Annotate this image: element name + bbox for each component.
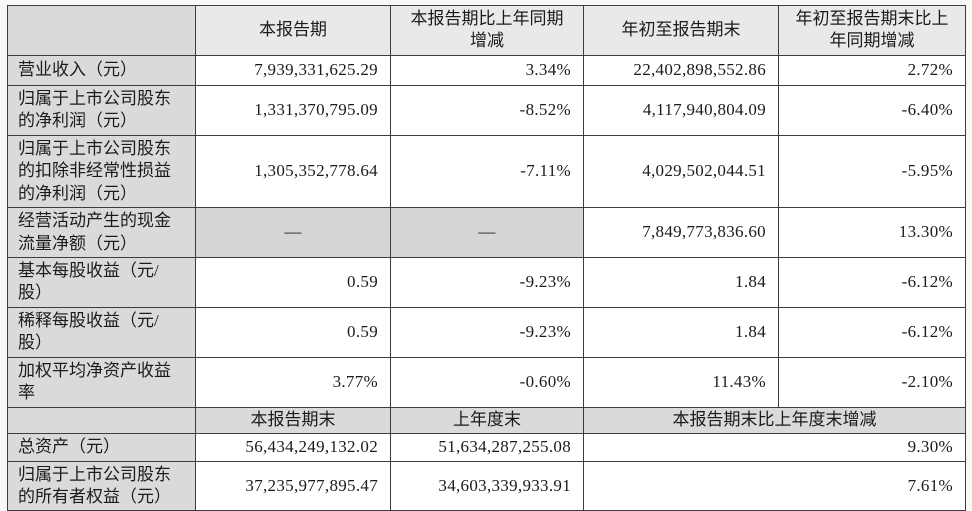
financial-summary-section: 本报告期 本报告期比上年同期增减 年初至报告期末 年初至报告期末比上年同期增减 … <box>7 5 966 511</box>
value-cell: 3.77% <box>195 356 391 408</box>
value-cell: 4,117,940,804.09 <box>583 84 779 136</box>
row-label: 经营活动产生的现金流量净额（元） <box>7 207 196 258</box>
na-dash-cell: — <box>390 207 584 258</box>
corner-blank-cell <box>7 406 196 434</box>
value-cell: -8.52% <box>390 84 584 136</box>
table-row-owners-equity: 归属于上市公司股东的所有者权益（元） 37,235,977,895.47 34,… <box>7 460 966 511</box>
value-cell: 22,402,898,552.86 <box>583 54 779 86</box>
value-cell: 3.34% <box>390 54 584 86</box>
corner-blank-cell <box>7 5 196 56</box>
value-cell: -6.40% <box>778 84 966 136</box>
value-cell: 1.84 <box>583 306 779 358</box>
row-label: 稀释每股收益（元/股） <box>7 306 196 358</box>
col-header-ytd: 年初至报告期末 <box>583 5 779 56</box>
table-row-operating-cash-flow: 经营活动产生的现金流量净额（元） — — 7,849,773,836.60 13… <box>7 207 966 258</box>
table-row-weighted-roe: 加权平均净资产收益率 3.77% -0.60% 11.43% -2.10% <box>7 356 966 408</box>
value-cell: 9.30% <box>583 432 966 462</box>
value-cell: 4,029,502,044.51 <box>583 134 779 209</box>
header-row-period-end: 本报告期末 上年度末 本报告期末比上年度末增减 <box>7 406 966 434</box>
col-header-current-period: 本报告期 <box>195 5 391 56</box>
table-row-total-assets: 总资产（元） 56,434,249,132.02 51,634,287,255.… <box>7 432 966 462</box>
row-label: 基本每股收益（元/股） <box>7 256 196 308</box>
table-row-deducted-net-profit: 归属于上市公司股东的扣除非经常性损益的净利润（元） 1,305,352,778.… <box>7 134 966 209</box>
col-header-end-vs-prior-change: 本报告期末比上年度末增减 <box>583 406 966 434</box>
col-header-ytd-yoy-change: 年初至报告期末比上年同期增减 <box>778 5 966 56</box>
value-cell: -9.23% <box>390 306 584 358</box>
table-row-basic-eps: 基本每股收益（元/股） 0.59 -9.23% 1.84 -6.12% <box>7 256 966 308</box>
financial-summary-table: 本报告期 本报告期比上年同期增减 年初至报告期末 年初至报告期末比上年同期增减 … <box>7 5 966 511</box>
value-cell: -0.60% <box>390 356 584 408</box>
value-cell: 7,849,773,836.60 <box>583 207 779 258</box>
value-cell: -6.12% <box>778 256 966 308</box>
value-cell: 37,235,977,895.47 <box>195 460 391 511</box>
value-cell: 1.84 <box>583 256 779 308</box>
value-cell: -7.11% <box>390 134 584 209</box>
value-cell: 1,331,370,795.09 <box>195 84 391 136</box>
table-row-net-profit: 归属于上市公司股东的净利润（元） 1,331,370,795.09 -8.52%… <box>7 84 966 136</box>
row-label: 归属于上市公司股东的净利润（元） <box>7 84 196 136</box>
row-label: 总资产（元） <box>7 432 196 462</box>
value-cell: 34,603,339,933.91 <box>390 460 584 511</box>
row-label: 营业收入（元） <box>7 54 196 86</box>
row-label: 归属于上市公司股东的所有者权益（元） <box>7 460 196 511</box>
value-cell: 7.61% <box>583 460 966 511</box>
value-cell: 11.43% <box>583 356 779 408</box>
value-cell: 0.59 <box>195 256 391 308</box>
col-header-prior-year-end: 上年度末 <box>390 406 584 434</box>
value-cell: 13.30% <box>778 207 966 258</box>
value-cell: 7,939,331,625.29 <box>195 54 391 86</box>
row-label: 归属于上市公司股东的扣除非经常性损益的净利润（元） <box>7 134 196 209</box>
value-cell: 2.72% <box>778 54 966 86</box>
col-header-period-yoy-change: 本报告期比上年同期增减 <box>390 5 584 56</box>
header-row-period: 本报告期 本报告期比上年同期增减 年初至报告期末 年初至报告期末比上年同期增减 <box>7 5 966 56</box>
value-cell: 0.59 <box>195 306 391 358</box>
value-cell: 56,434,249,132.02 <box>195 432 391 462</box>
value-cell: -6.12% <box>778 306 966 358</box>
col-header-period-end: 本报告期末 <box>195 406 391 434</box>
table-row-diluted-eps: 稀释每股收益（元/股） 0.59 -9.23% 1.84 -6.12% <box>7 306 966 358</box>
na-dash-cell: — <box>195 207 391 258</box>
value-cell: -9.23% <box>390 256 584 308</box>
value-cell: -2.10% <box>778 356 966 408</box>
value-cell: 1,305,352,778.64 <box>195 134 391 209</box>
value-cell: 51,634,287,255.08 <box>390 432 584 462</box>
value-cell: -5.95% <box>778 134 966 209</box>
table-row-revenue: 营业收入（元） 7,939,331,625.29 3.34% 22,402,89… <box>7 54 966 86</box>
row-label: 加权平均净资产收益率 <box>7 356 196 408</box>
